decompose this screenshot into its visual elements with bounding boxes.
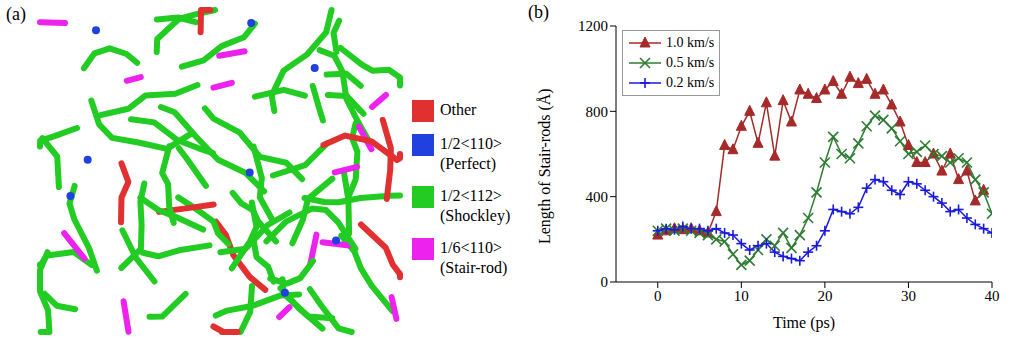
html-text:(b): (b) [528,2,549,22]
svg-text:Length of Stair-rods (Å): Length of Stair-rods (Å) [536,88,554,244]
svg-text:0: 0 [654,288,662,304]
svg-text:800: 800 [586,104,609,120]
svg-text:1200: 1200 [578,18,608,34]
svg-text:10: 10 [734,288,749,304]
html-text:0.5 km/s: 0.5 km/s [666,55,715,70]
svg-text:400: 400 [586,189,609,205]
svg-text:0: 0 [601,274,609,290]
html-text:1/2<110>: 1/2<110> [440,135,502,152]
html-text:(Perfect): (Perfect) [440,155,496,172]
svg-text:20: 20 [817,288,832,304]
html-text:1/2<112>: 1/2<112> [440,187,502,204]
html-text:0.2 km/s: 0.2 km/s [666,75,715,90]
html-text:(Stair-rod): (Stair-rod) [440,259,508,276]
svg-text:Time (ps): Time (ps) [773,314,835,332]
svg-text:40: 40 [985,288,1000,304]
svg-text:30: 30 [901,288,916,304]
html-text:1.0 km/s: 1.0 km/s [666,35,715,50]
html-text:(Shockley): (Shockley) [440,207,511,224]
html-text:Other: Other [440,101,477,118]
html-text:1/6<110>: 1/6<110> [440,239,502,256]
html-text:(a): (a) [6,4,26,24]
